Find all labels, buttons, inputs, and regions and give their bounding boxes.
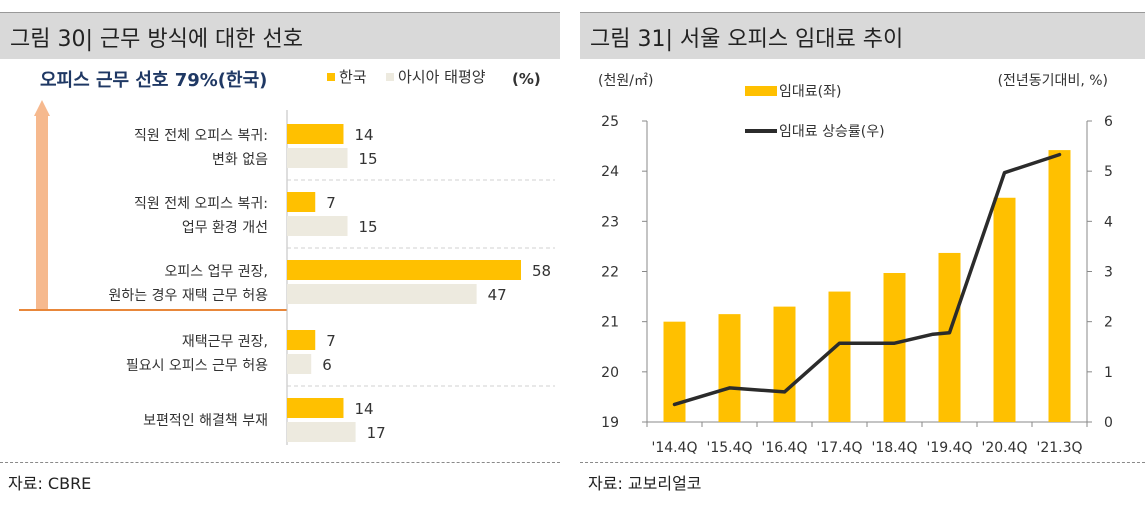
category-label: 재택근무 권장, (182, 334, 268, 350)
x-tick-label: '17.4Q (816, 440, 862, 456)
legend-korea-swatch (327, 73, 335, 81)
arrow-shaft (36, 115, 48, 310)
category-label: 직원 전체 오피스 복귀: (134, 128, 268, 144)
right-tick-label: 6 (1104, 114, 1113, 130)
right-source-divider (580, 462, 1145, 463)
bar-korea (287, 330, 316, 350)
data-label-apac: 17 (367, 424, 386, 442)
legend-apac-swatch (386, 73, 394, 81)
data-label-korea: 7 (326, 194, 336, 212)
left-source: 자료: CBRE (8, 474, 92, 493)
left-tick-label: 20 (601, 365, 619, 381)
rent-bar (773, 306, 796, 422)
right-tick-label: 3 (1104, 265, 1113, 281)
category-label: 업무 환경 개선 (182, 220, 268, 236)
rent-bar (993, 197, 1016, 422)
left-figure-title: 그림 30| 근무 방식에 대한 선호 (10, 27, 304, 52)
right-figure-title: 그림 31| 서울 오피스 임대료 추이 (590, 27, 904, 52)
chart-title: 오피스 근무 선호 79%(한국) (40, 70, 267, 91)
right-chart: (천원/㎡) (전년동기대비, %)임대료(좌)임대료 상승률(우)1920212… (598, 73, 1113, 456)
category-label: 오피스 업무 권장, (164, 264, 268, 280)
rent-bar (1048, 150, 1071, 422)
left-chart: 오피스 근무 선호 79%(한국) 한국 아시아 태평양 (%) 14 15 직원 전체 오… (19, 68, 555, 445)
right-tick-label: 2 (1104, 315, 1113, 331)
unit-label: (%) (512, 70, 541, 88)
data-label-apac: 15 (359, 150, 378, 168)
data-label-korea: 14 (354, 126, 373, 144)
legend-apac-label: 아시아 태평양 (398, 68, 486, 86)
rent-bar (883, 273, 906, 422)
x-tick-label: '18.4Q (871, 440, 917, 456)
left-tick-label: 23 (601, 214, 619, 230)
category-label: 필요시 오피스 근무 허용 (126, 358, 268, 374)
left-figure-title-bar: 그림 30| 근무 방식에 대한 선호 (0, 12, 560, 59)
growth-rate-line (672, 152, 1062, 407)
right-tick-label: 4 (1104, 214, 1113, 230)
legend-bar-label: 임대료(좌) (779, 84, 841, 100)
rent-bar (718, 314, 741, 422)
data-label-korea: 7 (326, 332, 336, 350)
right-tick-label: 5 (1104, 164, 1113, 180)
right-figure-title-bar: 그림 31| 서울 오피스 임대료 추이 (580, 12, 1145, 59)
x-tick-label: '20.4Q (981, 440, 1027, 456)
x-tick-label: '21.3Q (1036, 440, 1082, 456)
category-label: 보편적인 해결책 부재 (143, 413, 268, 429)
left-tick-label: 19 (601, 415, 619, 431)
data-label-apac: 15 (359, 218, 378, 236)
bar-apac (287, 284, 477, 304)
bar-apac (287, 354, 312, 374)
left-figure-panel: 그림 30| 근무 방식에 대한 선호 오피스 근무 선호 79%(한국) 한국 아… (0, 0, 560, 510)
x-tick-label: '14.4Q (651, 440, 697, 456)
legend-line-label: 임대료 상승률(우) (779, 124, 885, 140)
bar-korea (287, 192, 316, 212)
left-tick-label: 21 (601, 315, 619, 331)
left-tick-label: 22 (601, 265, 619, 281)
bar-apac (287, 216, 348, 236)
legend-korea-label: 한국 (339, 68, 367, 86)
data-label-apac: 6 (322, 356, 332, 374)
left-axis-unit: (천원/㎡) (598, 73, 653, 89)
bar-apac (287, 148, 348, 168)
data-label-korea: 58 (532, 262, 551, 280)
left-source-divider (0, 462, 560, 463)
data-label-korea: 14 (354, 400, 373, 418)
right-source: 자료: 교보리얼코 (588, 474, 702, 493)
bar-korea (287, 398, 344, 418)
bar-apac (287, 422, 356, 442)
left-tick-label: 24 (601, 164, 619, 180)
x-tick-label: '16.4Q (761, 440, 807, 456)
right-axis-unit: (전년동기대비, %) (998, 73, 1108, 89)
right-figure-panel: 그림 31| 서울 오피스 임대료 추이 (천원/㎡) (전년동기대비, %) 임대… (580, 0, 1145, 510)
bar-korea (287, 124, 344, 144)
data-label-apac: 47 (488, 286, 507, 304)
legend-bar-swatch (745, 86, 777, 96)
category-label: 직원 전체 오피스 복귀: (134, 196, 268, 212)
category-label: 원하는 경우 재택 근무 허용 (109, 288, 269, 304)
bar-korea (287, 260, 521, 280)
right-tick-label: 0 (1104, 415, 1113, 431)
rent-bar (663, 321, 686, 422)
rent-bar (828, 291, 851, 422)
x-tick-label: '15.4Q (706, 440, 752, 456)
arrow-head (34, 100, 50, 116)
x-tick-label: '19.4Q (926, 440, 972, 456)
rent-bar (938, 252, 961, 422)
right-tick-label: 1 (1104, 365, 1113, 381)
category-label: 변화 없음 (212, 152, 268, 168)
left-tick-label: 25 (601, 114, 619, 130)
